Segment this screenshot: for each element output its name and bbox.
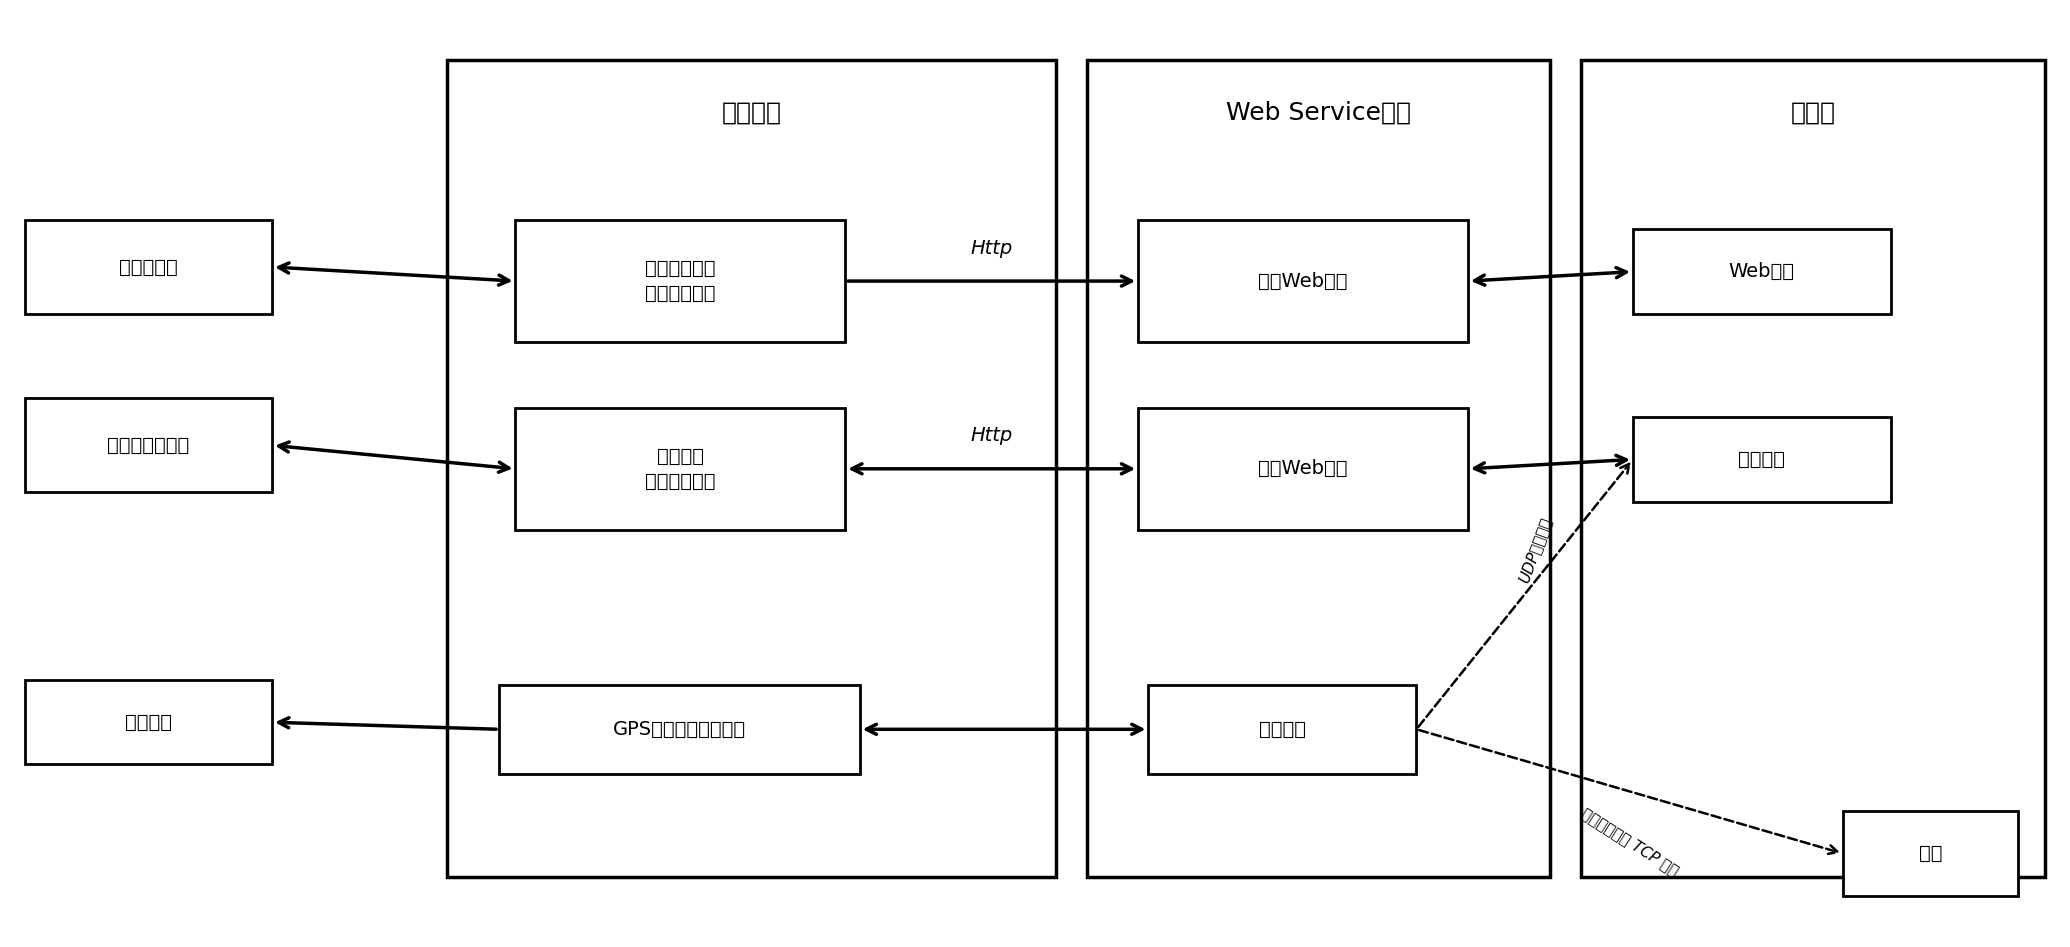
Text: GPS网关监控处理程序: GPS网关监控处理程序 xyxy=(613,720,745,739)
Text: 数据处理: 数据处理 xyxy=(722,100,782,124)
Text: Web Service服务: Web Service服务 xyxy=(1225,100,1412,124)
Text: 地图数据库: 地图数据库 xyxy=(120,258,178,277)
Text: 地图Web服务: 地图Web服务 xyxy=(1259,272,1348,291)
Text: 文件系统: 文件系统 xyxy=(124,713,172,732)
Text: 无线网络终端 TCP 发送: 无线网络终端 TCP 发送 xyxy=(1579,806,1681,879)
Text: UDP广播发送: UDP广播发送 xyxy=(1515,515,1555,585)
Text: Http: Http xyxy=(971,239,1012,258)
Bar xyxy=(1149,685,1416,774)
Bar xyxy=(499,685,859,774)
Text: 地图查询引擎
地图路径规划: 地图查询引擎 地图路径规划 xyxy=(646,259,716,303)
Text: 用户设置
应用服务处理: 用户设置 应用服务处理 xyxy=(646,447,716,491)
Bar xyxy=(515,408,845,529)
Text: Web管理: Web管理 xyxy=(1728,262,1795,281)
Bar xyxy=(515,220,845,342)
Text: 应用管理数据库: 应用管理数据库 xyxy=(108,436,190,455)
Bar xyxy=(1633,229,1890,313)
Text: 客户端: 客户端 xyxy=(1791,100,1836,124)
Bar xyxy=(447,61,1056,877)
Text: 通讯网关: 通讯网关 xyxy=(1259,720,1306,739)
Text: Http: Http xyxy=(971,426,1012,445)
Bar xyxy=(25,680,271,764)
Bar xyxy=(1087,61,1550,877)
Bar xyxy=(25,399,271,492)
Text: 车辆: 车辆 xyxy=(1919,844,1942,863)
Bar xyxy=(1633,418,1890,502)
Text: 监控中心: 监控中心 xyxy=(1739,450,1784,469)
Bar xyxy=(1581,61,2045,877)
Bar xyxy=(1138,220,1468,342)
Text: 应用Web服务: 应用Web服务 xyxy=(1259,459,1348,478)
Bar xyxy=(1842,812,2018,896)
Bar xyxy=(1138,408,1468,529)
Bar xyxy=(25,220,271,313)
